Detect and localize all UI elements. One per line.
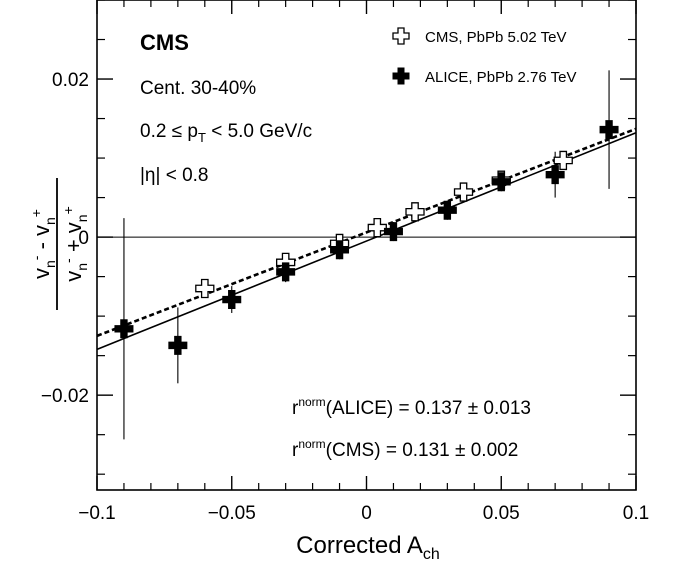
result-alice: rnorm(ALICE) = 0.137 ± 0.013 bbox=[292, 395, 531, 419]
data-point-cms bbox=[406, 203, 424, 221]
svg-text:vn- + vn+: vn- + vn+ bbox=[60, 206, 90, 282]
result-cms: rnorm(CMS) = 0.131 ± 0.002 bbox=[292, 437, 518, 461]
x-tick-label: 0 bbox=[361, 503, 372, 524]
legend-marker-alice bbox=[393, 68, 409, 84]
legend-label-cms: CMS, PbPb 5.02 TeV bbox=[425, 29, 566, 46]
svg-text:vn- - vn+: vn- - vn+ bbox=[28, 209, 58, 279]
x-tick-label: 0.05 bbox=[483, 503, 520, 524]
x-tick-label: −0.1 bbox=[78, 503, 116, 524]
legend-marker-cms bbox=[393, 28, 409, 44]
data-point-alice bbox=[384, 223, 402, 241]
data-point-alice bbox=[169, 336, 187, 354]
annotation-pt-range: 0.2 ≤ pT < 5.0 GeV/c bbox=[140, 121, 312, 145]
annotation-eta-range: |η| < 0.8 bbox=[140, 165, 209, 186]
legend-label-alice: ALICE, PbPb 2.76 TeV bbox=[425, 69, 577, 86]
y-tick-label: 0.02 bbox=[52, 70, 89, 91]
x-tick-label: 0.1 bbox=[623, 503, 649, 524]
experiment-label: CMS bbox=[140, 30, 189, 55]
y-axis-title: vn- - vn+ vn- + vn+ bbox=[28, 178, 90, 310]
x-axis-title: Corrected Ach bbox=[296, 532, 440, 563]
y-tick-label: −0.02 bbox=[41, 386, 89, 407]
legend: CMS, PbPb 5.02 TeV ALICE, PbPb 2.76 TeV bbox=[393, 28, 577, 86]
annotation-centrality: Cent. 30-40% bbox=[140, 78, 256, 99]
x-tick-label: −0.05 bbox=[208, 503, 256, 524]
data-point-cms bbox=[196, 279, 214, 297]
data-point-alice bbox=[492, 173, 510, 191]
